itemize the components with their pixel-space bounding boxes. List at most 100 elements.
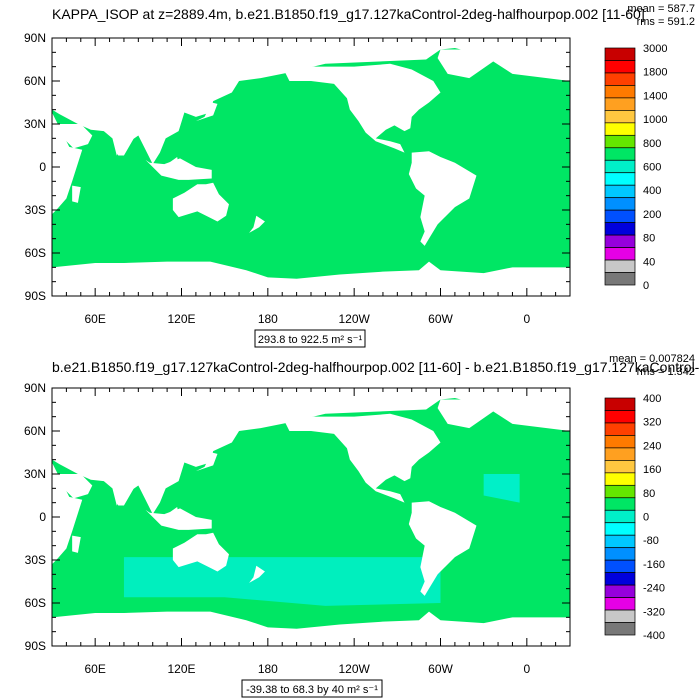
land-mask [437,399,499,429]
chart-title: KAPPA_ISOP at z=2889.4m, b.e21.B1850.f19… [52,6,645,22]
land-mask [112,135,136,156]
figure-bottom-svg: b.e21.B1850.f19_g17.127kaControl-2deg-ha… [24,353,700,698]
land-mask [167,156,181,173]
y-tick-label: 60S [25,596,46,610]
colorbar-label: 80 [643,488,655,500]
y-tick-label: 30S [25,203,46,217]
x-tick-label: 60W [428,312,453,326]
colorbar-label: 400 [643,185,661,197]
colorbar-label: -80 [643,535,659,547]
colorbar-label: 0 [643,280,649,292]
mean-label: mean = 0.007824 [609,353,695,365]
colorbar-label: 1000 [643,114,667,126]
colorbar-label: 160 [643,464,661,476]
colorbar-label: 800 [643,138,661,150]
range-label-box [241,679,383,698]
colorbar-label: -320 [643,606,665,618]
colorbar-label: 3000 [643,43,667,55]
land-mask [52,611,570,646]
x-tick-label: 60E [84,662,105,676]
colorbar-swatch [604,272,636,286]
y-tick-label: 30N [24,117,46,131]
shaded-band [123,557,441,606]
colorbar-swatch [604,584,636,598]
land-mask [285,63,441,153]
colorbar-swatch [604,572,636,586]
colorbar-swatch [604,122,636,136]
mean-label: mean = 587.7 [627,3,695,15]
land-mask [172,532,229,572]
land-mask [52,38,570,165]
colorbar-swatch [604,97,636,111]
figure-bottom: b.e21.B1850.f19_g17.127kaControl-2deg-ha… [0,350,700,700]
colorbar-swatch [604,85,636,99]
land-mask [408,501,477,596]
map-plot: 60E 120E 180 120W 60W 0 90N 60N 30N 0 30S 60S 90S [24,381,571,676]
colorbar-swatch [604,435,636,449]
figure-top: KAPPA_ISOP at z=2889.4m, b.e21.B1850.f19… [24,3,695,348]
colorbar-swatch [604,422,636,436]
colorbar-swatch [604,72,636,86]
y-tick-label: 0 [39,510,46,524]
colorbar-swatch [604,134,636,149]
colorbar-label: 1400 [643,90,667,102]
colorbar-swatch [604,47,636,61]
land-mask [195,452,218,472]
land-mask [57,474,93,499]
colorbar-swatch [604,410,636,424]
land-mask [249,565,265,583]
colorbar-label: -160 [643,559,665,571]
colorbar: 400 320 240 160 80 0 -80 -160 -240 -320 -400 [604,393,665,642]
y-tick-label: 60N [24,424,46,438]
range-label: 293.8 to 922.5 m² s⁻¹ [258,334,363,346]
colorbar-label: 600 [643,162,661,174]
colorbar-swatch [604,397,636,411]
land-mask [52,261,570,296]
range-label-box [254,329,366,348]
land-mask [72,535,81,553]
colorbar-label: 1800 [643,67,667,79]
land-mask [172,182,229,222]
shaded-band [483,474,520,503]
colorbar-label: -400 [643,630,665,642]
x-tick-label: 0 [523,312,530,326]
colorbar-swatch [604,159,636,174]
colorbar-swatch [604,484,636,499]
x-tick-label: 180 [258,312,278,326]
colorbar-swatch [604,447,636,461]
chart-title: b.e21.B1850.f19_g17.127kaControl-2deg-ha… [52,359,700,375]
land-mask [285,413,441,503]
rms-label: rms = 1.342 [637,366,695,378]
x-tick-label: 60W [428,662,453,676]
colorbar-swatch [604,172,636,186]
colorbar-label: 80 [643,233,655,245]
land-mask [437,49,499,79]
colorbar-swatch [604,559,636,573]
land-mask [52,462,83,565]
colorbar-swatch [604,259,636,273]
land-mask [167,506,181,523]
colorbar-swatch [604,522,636,536]
colorbar-swatch [604,534,636,549]
y-tick-label: 90S [25,639,46,653]
colorbar-swatch [604,609,636,623]
y-tick-label: 30S [25,553,46,567]
colorbar-swatch [604,622,636,636]
colorbar-swatch [604,460,636,474]
x-tick-label: 120W [338,312,370,326]
rms-label: rms = 591.2 [637,16,695,28]
range-label: -39.38 to 68.3 by 40 m² s⁻¹ [246,684,378,696]
y-tick-label: 90N [24,31,46,45]
colorbar-label: 400 [643,393,661,405]
y-tick-label: 60S [25,246,46,260]
x-tick-label: 180 [258,662,278,676]
colorbar-swatch [604,247,636,261]
colorbar-swatch [604,60,636,74]
colorbar-swatch [604,547,636,561]
colorbar-swatch [604,234,636,248]
colorbar-swatch [604,472,636,486]
colorbar-label: 40 [643,256,655,268]
land-mask [52,112,83,215]
colorbar-swatch [604,497,636,511]
